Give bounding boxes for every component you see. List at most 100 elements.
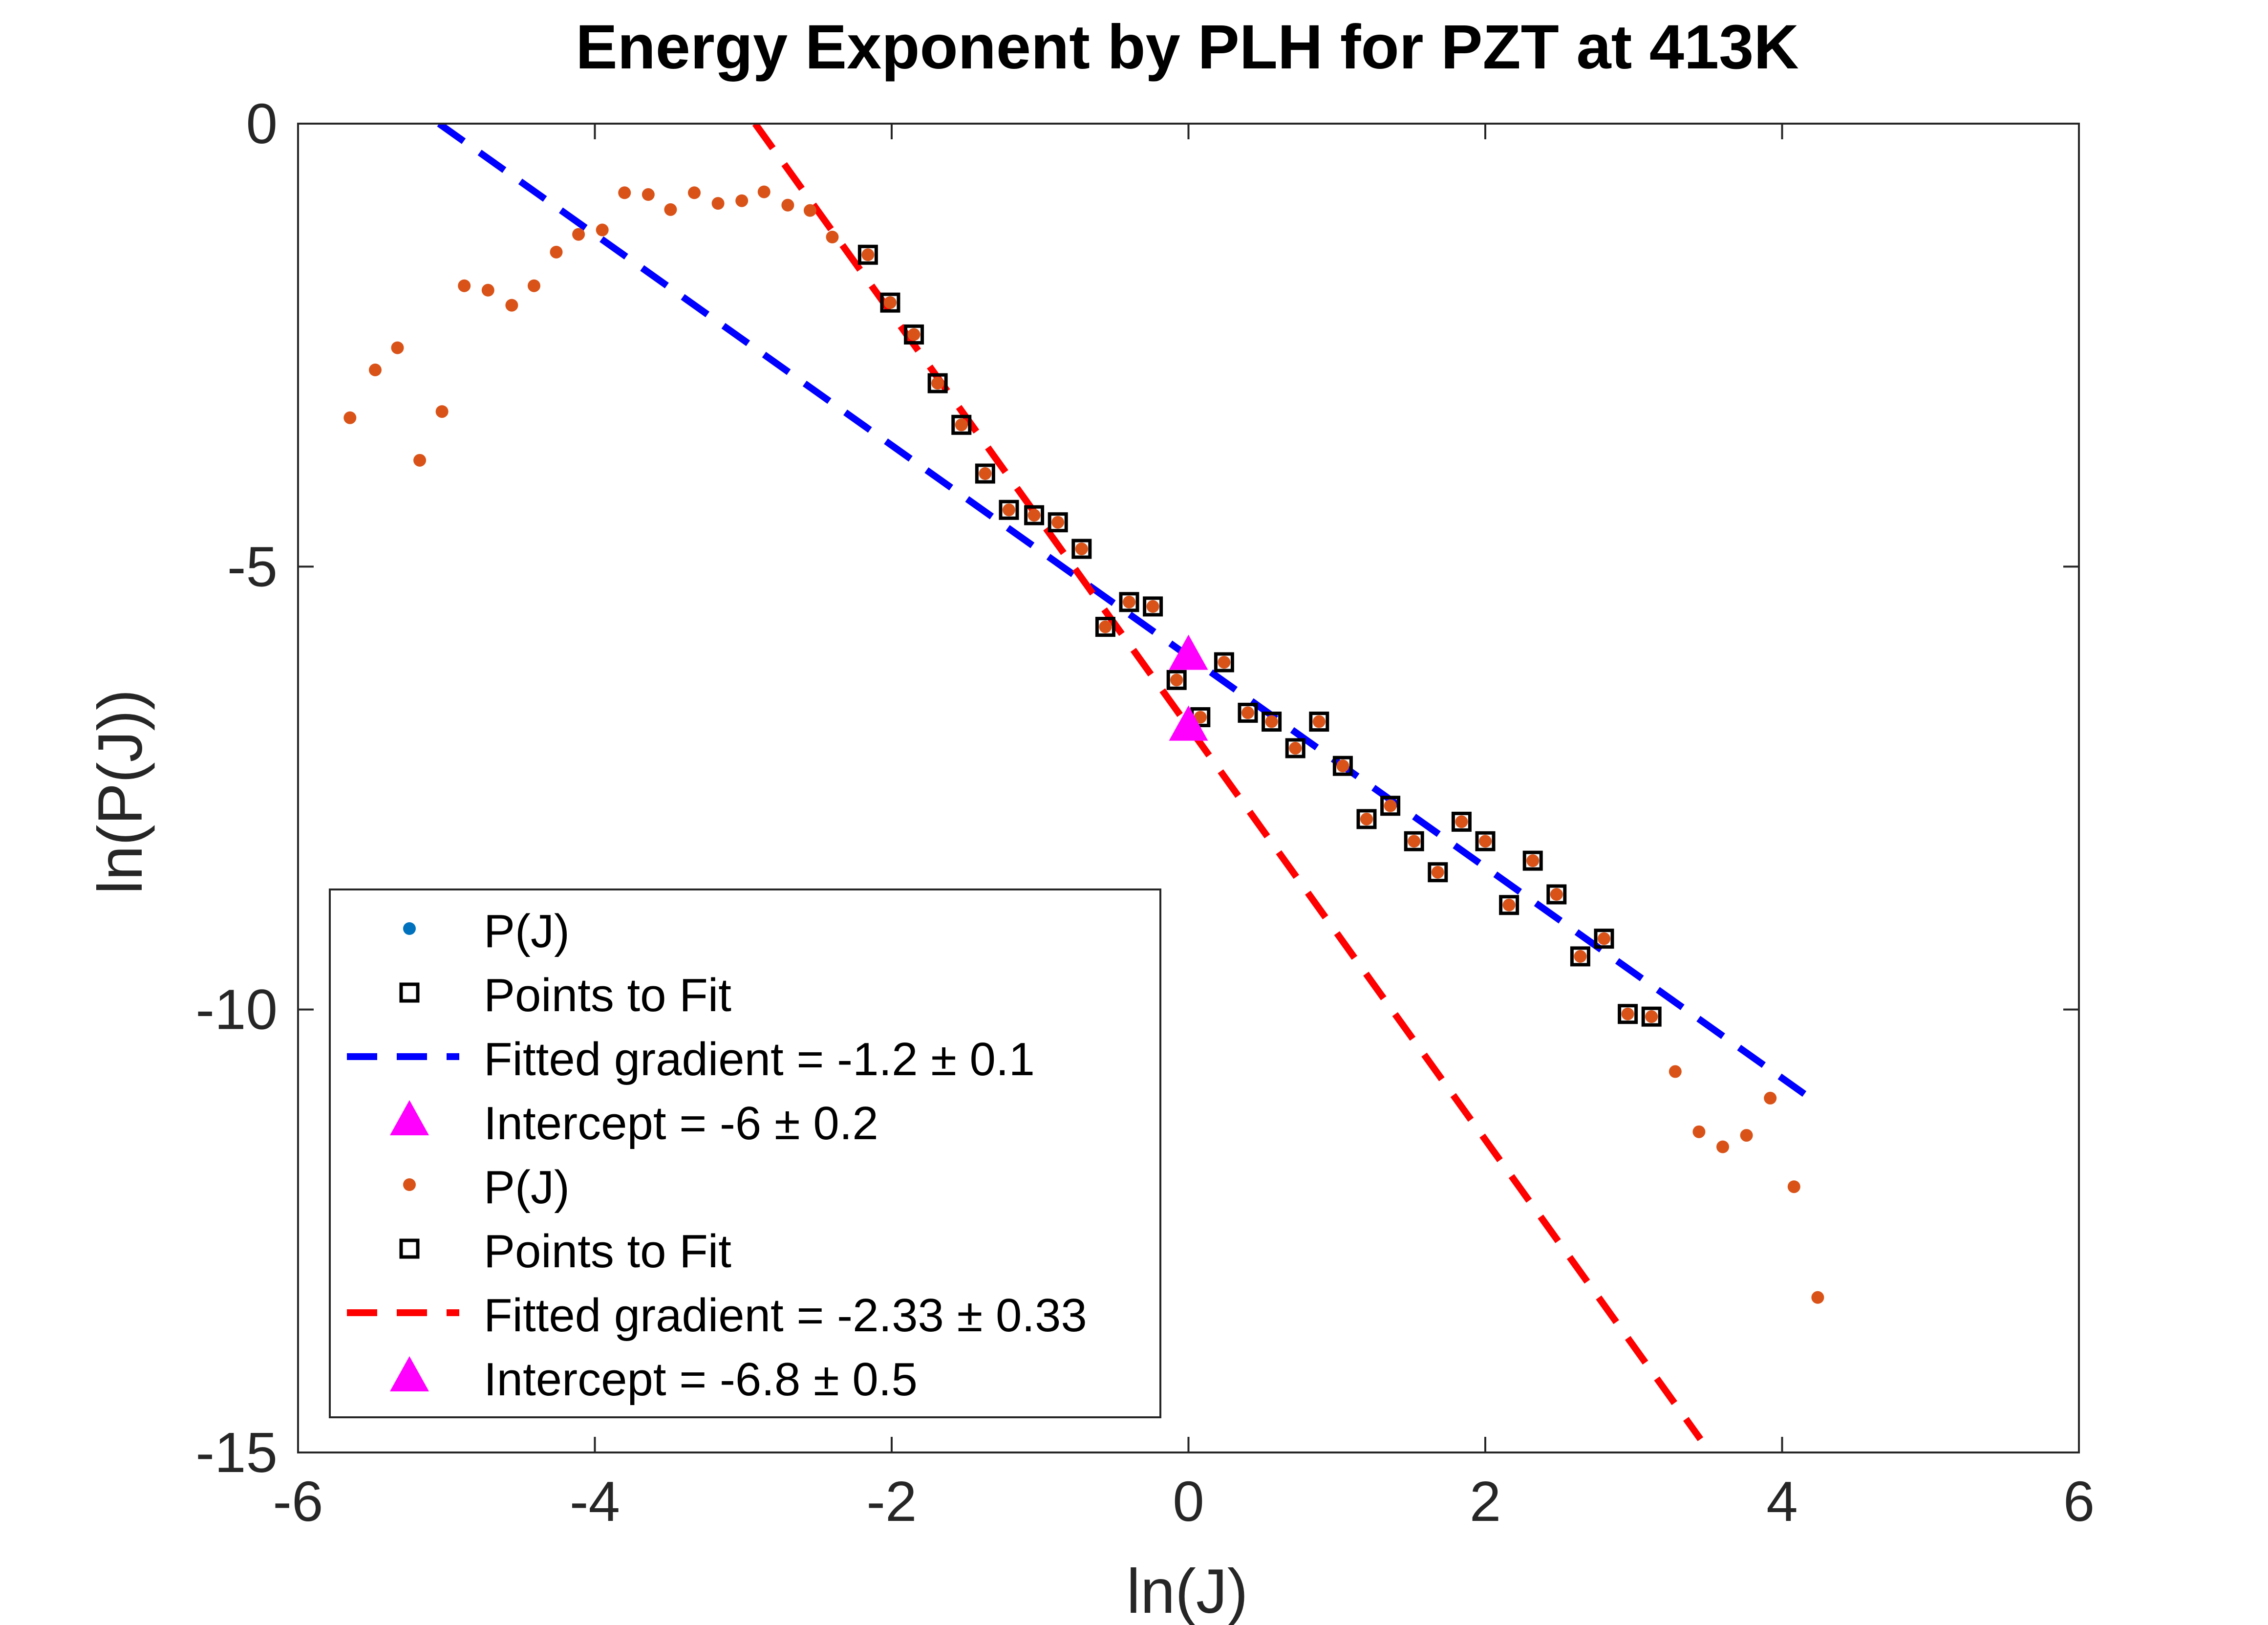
pj-data-point	[1360, 812, 1373, 825]
pj-data-point	[368, 363, 382, 376]
pj-data-point	[1526, 854, 1540, 867]
pj-data-point	[413, 454, 427, 467]
pj-data-point	[435, 405, 449, 418]
pj-data-point	[803, 204, 816, 217]
fit-line-2	[437, 124, 1820, 1106]
legend-label: Fitted gradient = -2.33 ± 0.33	[484, 1289, 1087, 1342]
fit-point-square	[1546, 884, 1567, 905]
chart-title: Energy Exponent by PLH for PZT at 413K	[576, 12, 1799, 82]
legend-label: Fitted gradient = -1.2 ± 0.1	[484, 1033, 1035, 1085]
pj-data-point	[1384, 799, 1397, 812]
pj-data-point	[1669, 1065, 1682, 1078]
fit-point-square	[1641, 1006, 1662, 1027]
pj-data-point	[757, 185, 770, 198]
legend-entry: Fitted gradient = -1.2 ± 0.1	[347, 1033, 1035, 1085]
fit-point-square	[1285, 738, 1305, 758]
pj-data-point	[458, 279, 471, 292]
fit-point-square	[1095, 617, 1115, 637]
legend-entry: Intercept = -6 ± 0.2	[390, 1097, 878, 1149]
pj-data-point	[1621, 1007, 1634, 1020]
pj-data-point	[1218, 656, 1231, 669]
pj-data-point	[735, 194, 749, 207]
pj-data-point	[1764, 1091, 1777, 1105]
fit-point-square	[999, 499, 1019, 520]
pj-data-point	[481, 283, 494, 297]
pj-data-point	[664, 203, 677, 216]
x-tick-label: 6	[2063, 1470, 2095, 1533]
fit-point-square	[1404, 831, 1424, 851]
pj-data-point	[550, 245, 563, 259]
fit-point-square	[975, 463, 995, 484]
pj-data-point	[1811, 1291, 1824, 1304]
fit-point-square	[1594, 929, 1614, 949]
legend-entry: Points to Fit	[399, 969, 731, 1021]
x-tick-label: 0	[1173, 1470, 1204, 1533]
legend-triangle-icon	[390, 1100, 429, 1135]
pj-data-point	[1740, 1129, 1753, 1142]
y-tick-label: -15	[195, 1421, 278, 1484]
fit-point-square	[1380, 796, 1401, 816]
pj-data-point	[1123, 595, 1135, 608]
fit-point-square	[1570, 946, 1590, 967]
fit-point-square	[1262, 712, 1282, 732]
pj-data-point	[1502, 898, 1516, 911]
legend-label: Intercept = -6.8 ± 0.5	[484, 1353, 918, 1406]
fit-point-square	[1071, 539, 1092, 559]
pj-data-point	[527, 279, 540, 292]
fit-point-square	[1332, 756, 1353, 776]
x-tick-label: 2	[1470, 1470, 1501, 1533]
pj-data-point	[1645, 1010, 1658, 1023]
intercept-marker	[1169, 705, 1208, 741]
pj-data-point	[1455, 815, 1468, 828]
pj-data-point	[883, 296, 897, 309]
pj-data-point	[642, 188, 655, 201]
pj-data-point	[1787, 1180, 1800, 1193]
pj-data-point	[1550, 888, 1563, 901]
x-tick-label: -2	[866, 1470, 917, 1533]
legend-dot-icon	[403, 922, 416, 935]
fit-point-square	[1238, 702, 1258, 723]
fit-point-square	[880, 292, 900, 313]
x-axis-label: ln(J)	[1127, 1557, 1248, 1625]
pj-data-point	[1027, 509, 1041, 522]
pj-data-point	[688, 186, 701, 199]
legend: P(J) Points to Fit Fitted gradient = -1.2 …	[329, 888, 1161, 1418]
pj-data-point	[1170, 673, 1183, 687]
pj-data-point	[1312, 715, 1326, 728]
pj-data-point	[505, 299, 518, 312]
pj-data-point	[1431, 866, 1444, 879]
y-tick-label: -10	[195, 978, 278, 1041]
pj-data-point	[1598, 932, 1610, 945]
pj-data-point	[1265, 715, 1278, 728]
fit-point-square	[1143, 596, 1163, 617]
intercept-marker	[1169, 634, 1208, 670]
pj-data-point	[781, 198, 794, 212]
fit-point-square	[1119, 592, 1139, 612]
pj-data-point	[1051, 516, 1065, 529]
legend-entry: P(J)	[403, 905, 570, 957]
pj-data-point	[907, 328, 920, 341]
x-tick-label: -4	[570, 1470, 620, 1533]
pj-data-point	[1574, 950, 1587, 963]
fit-point-square	[1048, 512, 1068, 533]
fit-point-square	[1451, 811, 1472, 832]
fit-point-square	[857, 244, 878, 265]
pj-data-point	[1099, 620, 1112, 633]
legend-square-icon	[399, 1238, 420, 1259]
fit-point-square	[1166, 670, 1187, 690]
fit-point-square	[1618, 1004, 1638, 1024]
legend-triangle-icon	[390, 1356, 429, 1391]
pj-data-point	[1692, 1125, 1706, 1138]
pj-data-point	[343, 411, 357, 424]
fit-point-square	[951, 414, 972, 435]
legend-label: Points to Fit	[484, 1225, 731, 1278]
legend-label: P(J)	[484, 905, 570, 957]
fit-point-square	[1499, 895, 1519, 915]
legend-square-icon	[399, 982, 420, 1003]
pj-data-point	[391, 341, 404, 354]
legend-label: Points to Fit	[484, 969, 731, 1021]
x-tick-label: -6	[273, 1470, 323, 1533]
legend-label: Intercept = -6 ± 0.2	[484, 1097, 878, 1149]
pj-data-point	[1002, 503, 1015, 517]
